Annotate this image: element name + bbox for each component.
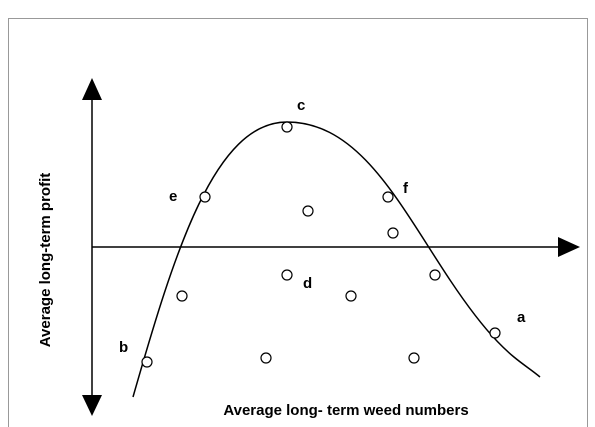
- point: [260, 352, 272, 364]
- point-label: b: [119, 339, 128, 356]
- arrowhead: [82, 395, 102, 416]
- points: [141, 121, 501, 368]
- point: [408, 352, 420, 364]
- axes: [82, 78, 580, 416]
- point: [281, 121, 293, 133]
- point: [176, 290, 188, 302]
- point: [302, 205, 314, 217]
- point: [382, 191, 394, 203]
- point: [489, 327, 501, 339]
- point-label: a: [517, 309, 526, 326]
- point-label: d: [303, 275, 312, 292]
- point-label: e: [169, 188, 177, 205]
- point: [387, 227, 399, 239]
- y-axis-label: Average long-term profit: [37, 173, 54, 347]
- arrowhead: [558, 237, 580, 257]
- point-label: c: [297, 97, 305, 114]
- frame: [8, 18, 588, 427]
- point: [281, 269, 293, 281]
- point-label: f: [403, 180, 409, 197]
- point: [345, 290, 357, 302]
- arrowhead: [82, 78, 102, 100]
- x-axis-label: Average long- term weed numbers: [223, 402, 468, 419]
- point: [199, 191, 211, 203]
- point: [141, 356, 153, 368]
- profit-curve: [132, 121, 541, 398]
- point: [429, 269, 441, 281]
